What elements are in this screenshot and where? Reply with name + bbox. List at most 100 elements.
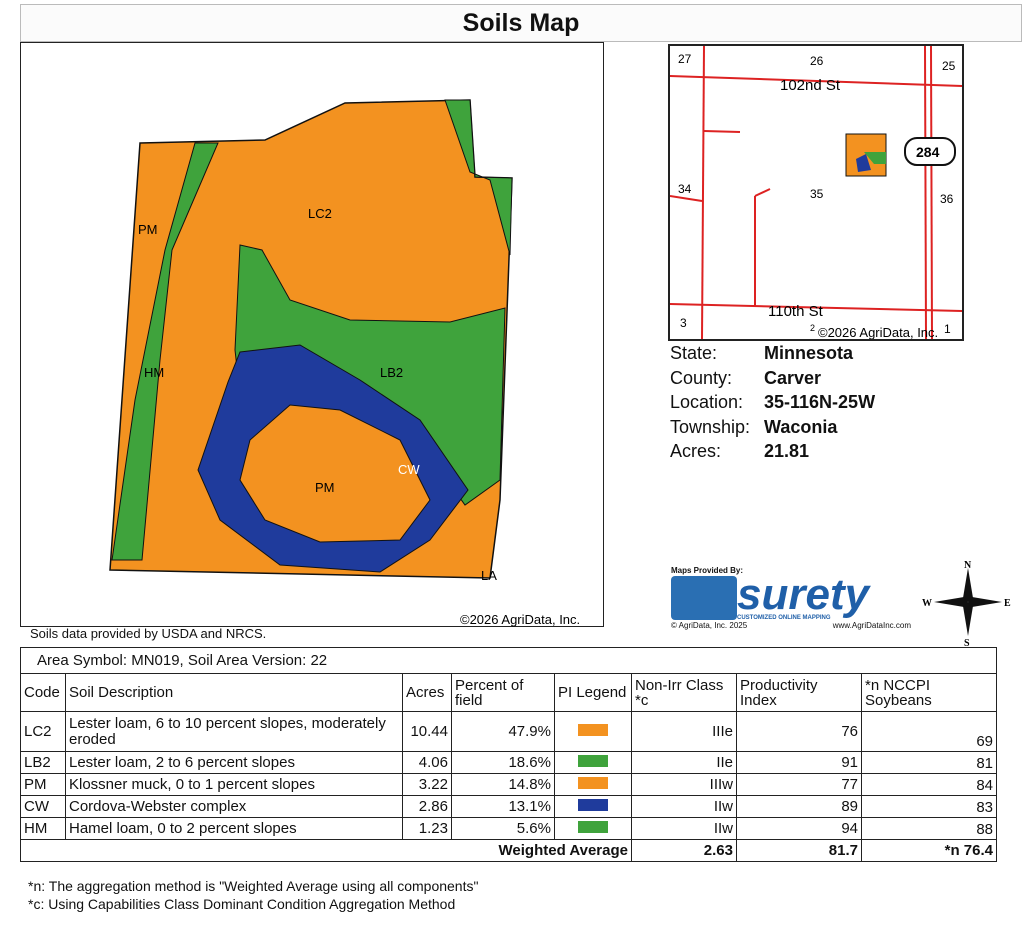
pi-legend — [554, 817, 632, 840]
highway-284: 284 — [916, 144, 940, 160]
percent: 47.9% — [451, 711, 555, 752]
page-title: Soils Map — [20, 4, 1022, 42]
area-symbol: Area Symbol: MN019, Soil Area Version: 2… — [20, 647, 997, 674]
info-key: County: — [670, 367, 733, 388]
label-la: LA — [481, 568, 497, 583]
nccpi: 69 — [861, 711, 997, 752]
non-irr-class: IIw — [631, 795, 737, 818]
label-lb2: LB2 — [380, 365, 403, 380]
code: PM — [20, 773, 66, 796]
code: CW — [20, 795, 66, 818]
header-cell: *n NCCPI Soybeans — [861, 673, 997, 712]
weighted-pi: 81.7 — [736, 839, 862, 862]
non-irr-class: IIe — [631, 751, 737, 774]
header-cell: Non-Irr Class *c — [631, 673, 737, 712]
inset-copyright: ©2026 AgriData, Inc. — [818, 325, 938, 339]
road-102nd: 102nd St — [780, 77, 841, 94]
maps-provided-by: Maps Provided By: — [671, 566, 744, 575]
info-value: 21.81 — [764, 441, 810, 461]
weighted-class: 2.63 — [631, 839, 737, 862]
non-irr-class: IIIe — [631, 711, 737, 752]
compass-s: S — [964, 638, 970, 646]
surety-logo: Maps Provided By: surety CUSTOMIZED ONLI… — [671, 566, 911, 640]
percent: 13.1% — [451, 795, 555, 818]
section-label: 27 — [678, 52, 692, 66]
table-row: HM Hamel loam, 0 to 2 percent slopes 1.2… — [20, 817, 997, 840]
acres: 3.22 — [402, 773, 452, 796]
compass-w: W — [922, 598, 932, 609]
header-cell: Acres — [402, 673, 452, 712]
description: Lester loam, 6 to 10 percent slopes, mod… — [65, 711, 403, 752]
legend-swatch — [578, 777, 608, 789]
legend-swatch — [578, 799, 608, 811]
label-lc2: LC2 — [308, 206, 332, 221]
code: LB2 — [20, 751, 66, 774]
productivity-index: 94 — [736, 817, 862, 840]
inset-field — [845, 133, 887, 177]
legend-swatch — [578, 724, 608, 736]
acres: 2.86 — [402, 795, 452, 818]
label-pm-left: PM — [138, 222, 158, 237]
info-key: Location: — [670, 392, 744, 412]
legend-swatch — [578, 821, 608, 833]
description: Cordova-Webster complex — [65, 795, 403, 818]
logo-tagline: CUSTOMIZED ONLINE MAPPING — [737, 615, 831, 621]
section-label: 26 — [810, 54, 824, 68]
soil-polygons: LC2 PM HM LB2 CW PM LA ©2026 AgriData, I… — [109, 99, 580, 627]
compass-n: N — [964, 560, 972, 571]
info-key: Township: — [670, 416, 751, 437]
info-value: Minnesota — [764, 343, 854, 363]
legend-swatch — [578, 755, 608, 767]
info-key: Acres: — [670, 441, 722, 461]
section-label: 1 — [944, 322, 951, 336]
nccpi: 88 — [861, 817, 997, 840]
description: Lester loam, 2 to 6 percent slopes — [65, 751, 403, 774]
header-cell: PI Legend — [554, 673, 632, 712]
nccpi: 81 — [861, 751, 997, 774]
productivity-index: 76 — [736, 711, 862, 752]
acres: 4.06 — [402, 751, 452, 774]
weighted-label: Weighted Average — [20, 839, 632, 862]
acres: 1.23 — [402, 817, 452, 840]
pi-legend — [554, 711, 632, 752]
soil-green-ne — [444, 99, 513, 256]
non-irr-class: IIIw — [631, 773, 737, 796]
productivity-index: 77 — [736, 773, 862, 796]
globe-icon — [671, 576, 737, 620]
map-copyright: ©2026 AgriData, Inc. — [460, 612, 580, 627]
code: LC2 — [20, 711, 66, 752]
table-row: LC2 Lester loam, 6 to 10 percent slopes,… — [20, 711, 997, 752]
info-value: Waconia — [764, 416, 838, 437]
soil-hm — [111, 142, 219, 561]
percent: 18.6% — [451, 751, 555, 774]
note-n: *n: The aggregation method is "Weighted … — [28, 878, 479, 894]
source-note: Soils data provided by USDA and NRCS. — [30, 626, 267, 641]
code: HM — [20, 817, 66, 840]
section-label: 35 — [810, 187, 824, 201]
header-cell: Soil Description — [65, 673, 403, 712]
section-label: 36 — [940, 192, 954, 206]
road-110th: 110th St — [768, 303, 824, 320]
label-cw: CW — [398, 462, 420, 477]
pi-legend — [554, 751, 632, 774]
compass-rose-icon: N S W E — [922, 560, 1011, 646]
section-label: 25 — [942, 59, 956, 73]
label-pm: PM — [315, 480, 335, 495]
non-irr-class: IIw — [631, 817, 737, 840]
productivity-index: 89 — [736, 795, 862, 818]
compass-e: E — [1004, 598, 1011, 609]
provider-url: www.AgriDataInc.com — [832, 621, 911, 630]
nccpi: 83 — [861, 795, 997, 818]
location-info: State: Minnesota County: Carver Location: 3… — [670, 341, 875, 464]
description: Hamel loam, 0 to 2 percent slopes — [65, 817, 403, 840]
soils-table: Area Symbol: MN019, Soil Area Version: 2… — [20, 647, 997, 862]
info-value: 35-116N-25W — [764, 392, 876, 412]
productivity-index: 91 — [736, 751, 862, 774]
section-label: 34 — [678, 182, 692, 196]
header-cell: Productivity Index — [736, 673, 862, 712]
percent: 5.6% — [451, 817, 555, 840]
table-row: CW Cordova-Webster complex 2.86 13.1% II… — [20, 795, 997, 818]
label-hm: HM — [144, 365, 164, 380]
note-c: *c: Using Capabilities Class Dominant Co… — [28, 896, 456, 912]
acres: 10.44 — [402, 711, 452, 752]
